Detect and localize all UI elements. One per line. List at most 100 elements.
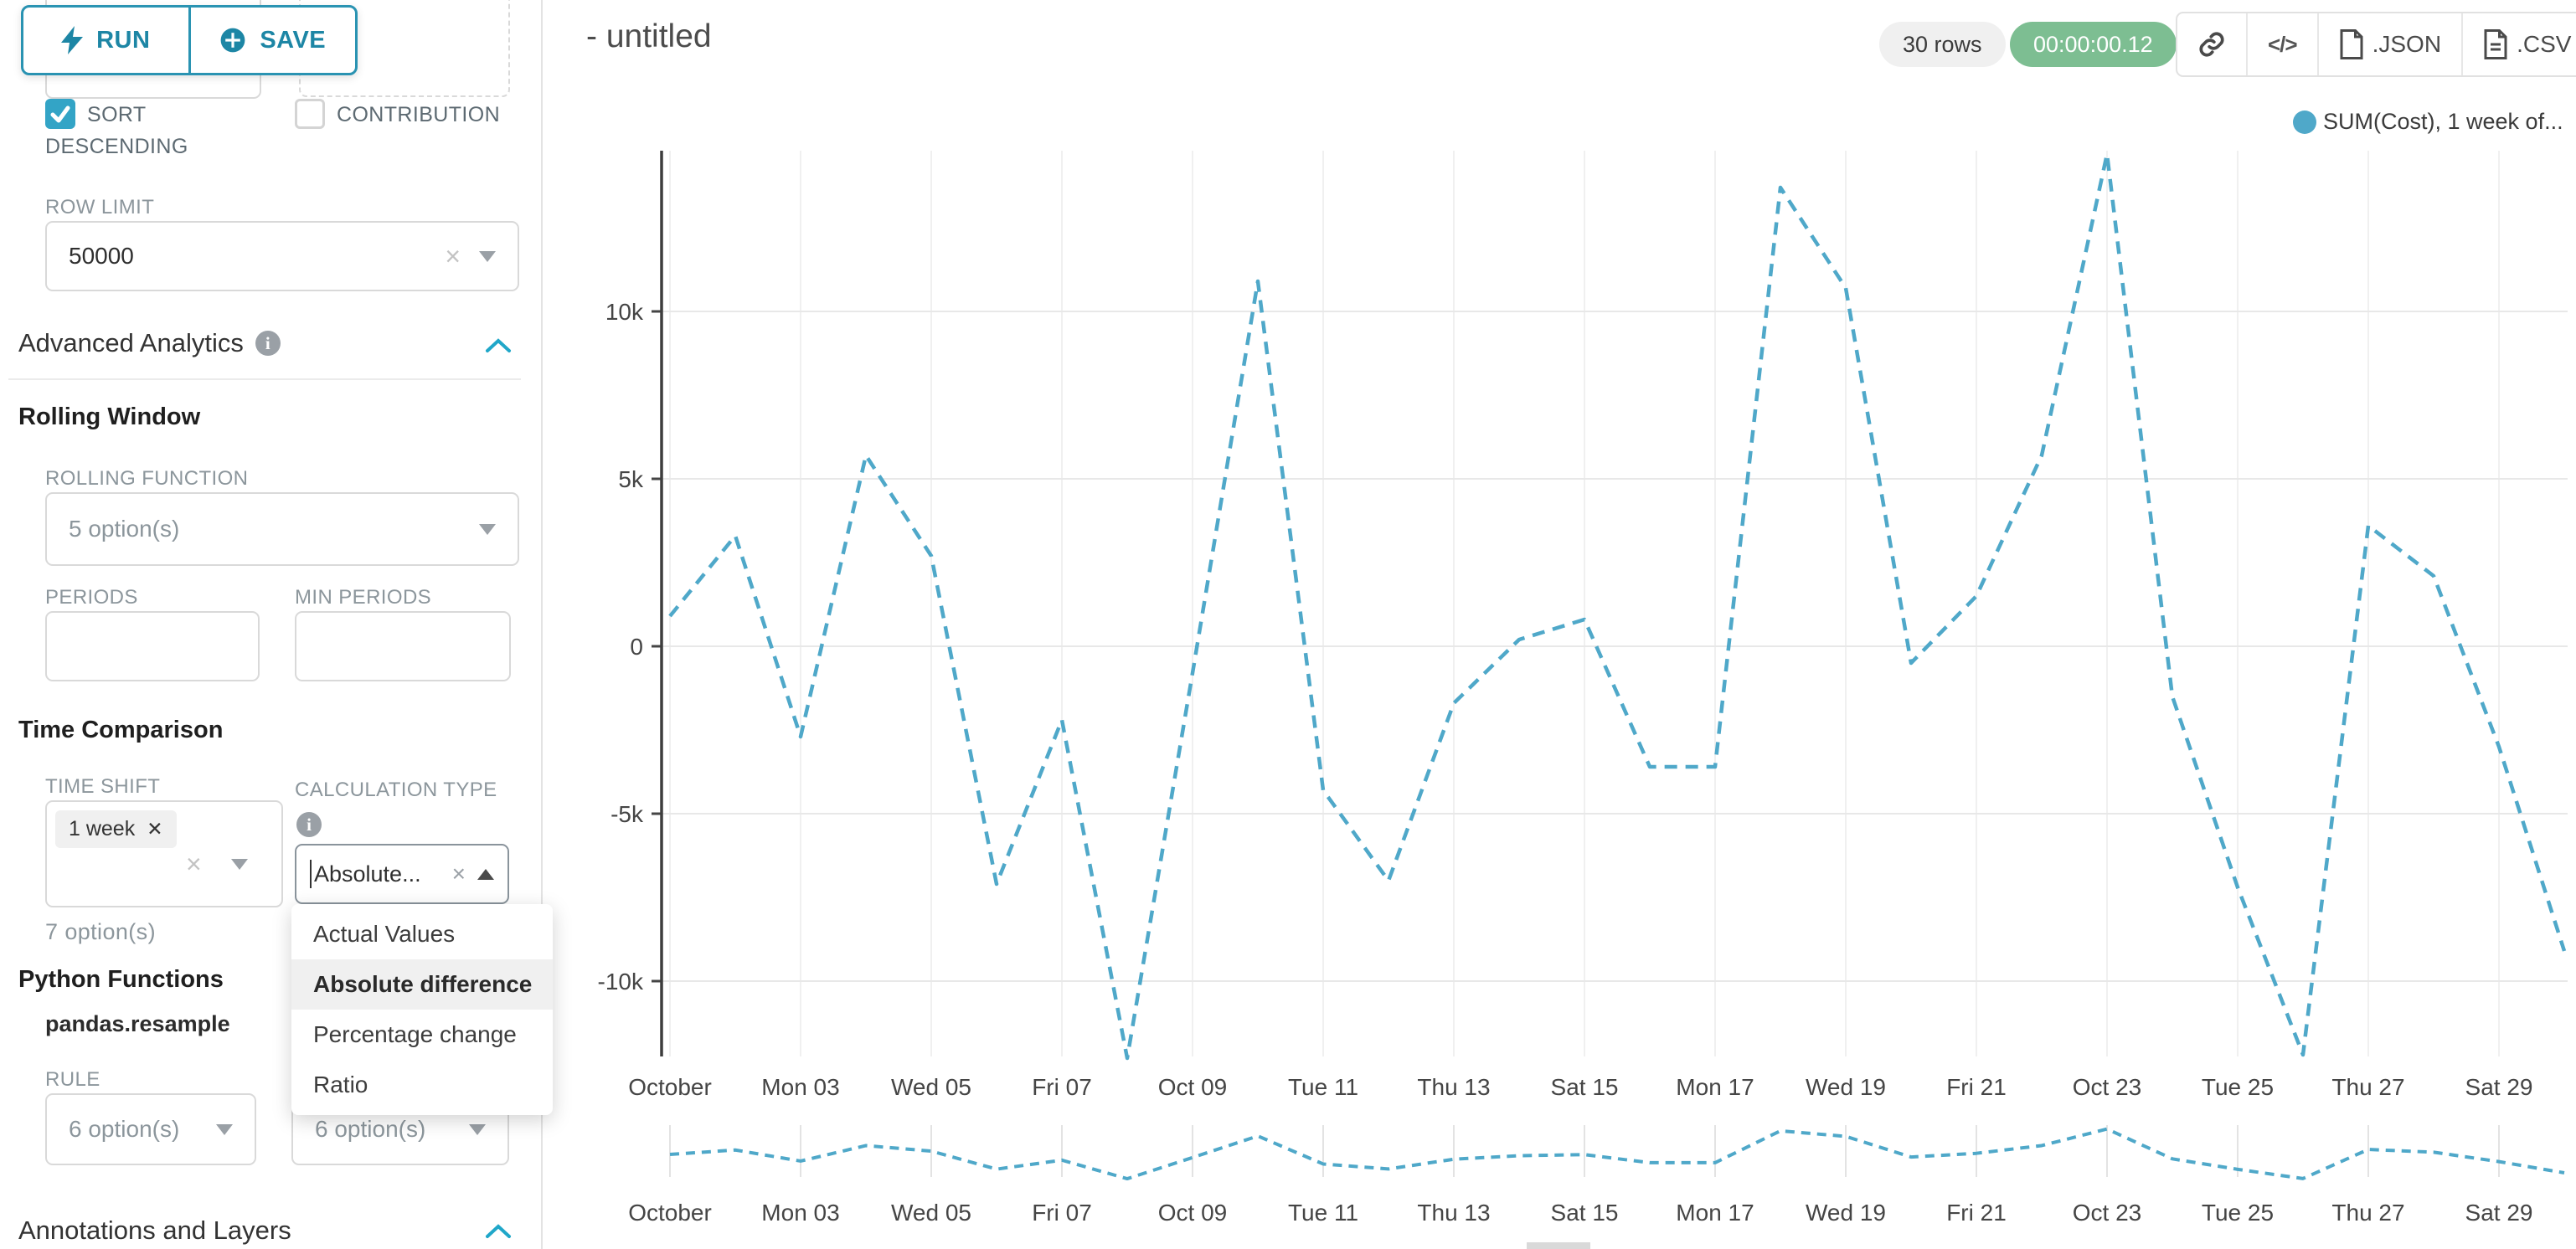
info-icon: i (296, 812, 322, 837)
horizontal-scrollbar-thumb[interactable] (1527, 1242, 1590, 1249)
query-timer-badge: 00:00:00.12 (2010, 22, 2177, 67)
svg-text:-10k: -10k (598, 969, 644, 995)
svg-text:Sat 15: Sat 15 (1551, 1200, 1619, 1226)
svg-text:Thu 27: Thu 27 (2331, 1074, 2404, 1100)
svg-text:Sat 29: Sat 29 (2465, 1074, 2533, 1100)
svg-text:Fri 07: Fri 07 (1032, 1074, 1092, 1100)
calculation-type-select[interactable]: Absolute... × (295, 844, 509, 904)
pandas-resample-label: pandas.resample (45, 1011, 230, 1036)
time-shift-tag-label: 1 week (69, 817, 136, 840)
svg-text:Tue 11: Tue 11 (1288, 1200, 1358, 1226)
save-button[interactable]: SAVE (188, 8, 356, 73)
chevron-down-icon (469, 1123, 486, 1135)
svg-text:Thu 27: Thu 27 (2331, 1200, 2404, 1226)
file-icon (2340, 29, 2363, 59)
tag-remove-icon[interactable]: ✕ (147, 818, 163, 840)
bolt-icon (61, 26, 84, 54)
copy-link-button[interactable] (2177, 13, 2248, 75)
svg-text:Fri 07: Fri 07 (1032, 1200, 1092, 1226)
save-button-label: SAVE (260, 26, 327, 54)
svg-text:Sat 29: Sat 29 (2465, 1200, 2533, 1226)
chevron-down-icon (479, 250, 496, 262)
chevron-down-icon (216, 1123, 233, 1135)
contribution-checkbox[interactable]: CONTRIBUTION (295, 99, 538, 131)
chart-title[interactable]: - untitled (586, 18, 712, 54)
export-json-button[interactable]: .JSON (2319, 13, 2464, 75)
svg-text:Tue 25: Tue 25 (2202, 1200, 2274, 1226)
svg-text:Wed 05: Wed 05 (891, 1074, 971, 1100)
svg-text:October: October (628, 1074, 712, 1100)
svg-text:Fri 21: Fri 21 (1946, 1074, 2007, 1100)
rolling-window-title: Rolling Window (18, 403, 201, 430)
svg-text:0: 0 (630, 634, 643, 660)
row-limit-select[interactable]: 50000 × (45, 221, 519, 291)
chevron-up-icon[interactable] (484, 1222, 513, 1241)
svg-text:Oct 09: Oct 09 (1158, 1200, 1227, 1226)
svg-text:Mon 03: Mon 03 (761, 1200, 839, 1226)
text-cursor (310, 860, 312, 888)
chevron-down-icon (479, 523, 496, 535)
annotations-header[interactable]: Annotations and Layers (18, 1216, 291, 1246)
file-icon (2484, 29, 2507, 59)
row-count-badge: 30 rows (1879, 22, 2006, 67)
info-icon: i (255, 331, 281, 356)
row-limit-label: ROW LIMIT (45, 196, 155, 218)
python-functions-title: Python Functions (18, 966, 224, 993)
export-toolbar: </> .JSON .CSV (2176, 12, 2576, 77)
calculation-type-dropdown: Actual Values Absolute difference Percenta… (291, 904, 553, 1115)
svg-text:Mon 17: Mon 17 (1676, 1200, 1754, 1226)
chevron-up-icon (477, 868, 494, 880)
time-shift-label: TIME SHIFT (45, 775, 161, 798)
view-query-button[interactable]: </> (2248, 13, 2319, 75)
dropdown-option[interactable]: Percentage change (313, 1021, 517, 1047)
svg-text:Thu 13: Thu 13 (1417, 1074, 1490, 1100)
svg-text:5k: 5k (618, 466, 644, 492)
clear-icon[interactable]: × (445, 241, 461, 271)
rule-select[interactable]: 6 option(s) (45, 1093, 256, 1165)
rule-label: RULE (45, 1068, 100, 1091)
run-button[interactable]: RUN (23, 8, 188, 73)
rule-select-value: 6 option(s) (69, 1116, 180, 1142)
svg-text:Fri 21: Fri 21 (1946, 1200, 2007, 1226)
dropdown-option[interactable]: Absolute difference (291, 959, 553, 1010)
run-button-label: RUN (96, 26, 151, 54)
export-csv-button[interactable]: .CSV (2463, 13, 2576, 75)
section-divider (8, 378, 521, 380)
svg-text:10k: 10k (605, 299, 644, 325)
dropdown-option[interactable]: Ratio (313, 1072, 368, 1097)
svg-text:Wed 19: Wed 19 (1806, 1074, 1886, 1100)
checkbox-unchecked-icon (295, 99, 325, 129)
csv-button-label: .CSV (2517, 31, 2572, 57)
run-save-group: RUN SAVE (21, 5, 358, 75)
svg-text:Mon 03: Mon 03 (761, 1074, 839, 1100)
json-button-label: .JSON (2372, 31, 2442, 57)
svg-text:Thu 13: Thu 13 (1417, 1200, 1490, 1226)
svg-text:Oct 09: Oct 09 (1158, 1074, 1227, 1100)
rolling-function-value: 5 option(s) (69, 516, 180, 542)
clear-icon[interactable]: × (451, 861, 466, 887)
time-shift-tag[interactable]: 1 week ✕ (55, 810, 177, 848)
calculation-type-label: CALCULATION TYPE (295, 779, 497, 801)
min-periods-input[interactable] (295, 611, 511, 681)
svg-text:Mon 17: Mon 17 (1676, 1074, 1754, 1100)
sort-descending-label: SORT DESCENDING (45, 103, 188, 158)
svg-text:Wed 05: Wed 05 (891, 1200, 971, 1226)
chevron-up-icon[interactable] (484, 337, 513, 355)
svg-text:Wed 19: Wed 19 (1806, 1200, 1886, 1226)
advanced-analytics-header[interactable]: Advanced Analytics i (18, 328, 281, 358)
min-periods-label: MIN PERIODS (295, 586, 432, 609)
partial-dropzone[interactable] (299, 0, 510, 97)
dropdown-option[interactable]: Actual Values (313, 921, 456, 947)
periods-input[interactable] (45, 611, 260, 681)
rolling-function-select[interactable]: 5 option(s) (45, 492, 519, 566)
svg-text:Sat 15: Sat 15 (1551, 1074, 1619, 1100)
time-shift-hint: 7 option(s) (45, 919, 156, 944)
svg-text:Oct 23: Oct 23 (2073, 1200, 2141, 1226)
clear-icon[interactable]: × (186, 849, 202, 879)
rolling-function-label: ROLLING FUNCTION (45, 467, 249, 490)
config-sidebar: 7 option(s) RUN SAVE SORT DESCENDING CON… (0, 0, 553, 1249)
sort-descending-checkbox[interactable]: SORT DESCENDING (45, 99, 271, 162)
chart-legend[interactable]: SUM(Cost), 1 week of... (2293, 109, 2563, 135)
